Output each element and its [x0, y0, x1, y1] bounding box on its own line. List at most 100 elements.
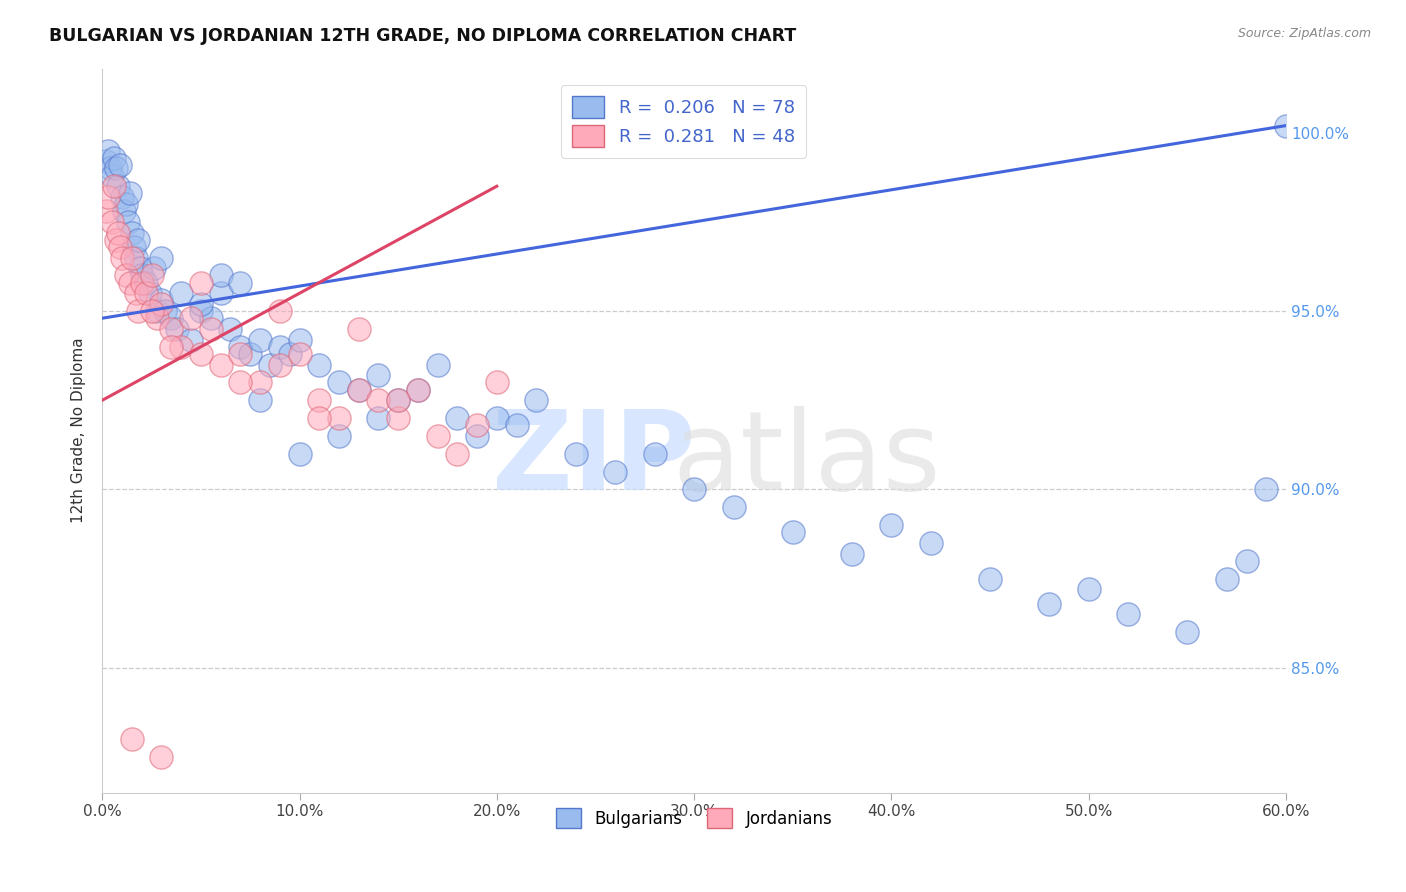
Point — [97, 190, 120, 204]
Point — [1236, 554, 1258, 568]
Point — [683, 483, 706, 497]
Point — [101, 169, 124, 183]
Point — [115, 197, 138, 211]
Point — [150, 750, 173, 764]
Point — [170, 340, 193, 354]
Point — [387, 411, 409, 425]
Point — [249, 393, 271, 408]
Point — [308, 411, 330, 425]
Point — [387, 393, 409, 408]
Point — [485, 411, 508, 425]
Text: Source: ZipAtlas.com: Source: ZipAtlas.com — [1237, 27, 1371, 40]
Point — [1256, 483, 1278, 497]
Point — [135, 276, 157, 290]
Point — [118, 186, 141, 201]
Point — [101, 215, 124, 229]
Point — [239, 347, 262, 361]
Point — [505, 418, 527, 433]
Point — [160, 340, 183, 354]
Point — [115, 268, 138, 283]
Point — [367, 411, 389, 425]
Point — [209, 358, 232, 372]
Point — [141, 304, 163, 318]
Point — [150, 297, 173, 311]
Point — [367, 368, 389, 383]
Point — [387, 393, 409, 408]
Point — [142, 261, 165, 276]
Point — [111, 251, 134, 265]
Y-axis label: 12th Grade, No Diploma: 12th Grade, No Diploma — [72, 338, 86, 524]
Point — [367, 393, 389, 408]
Point — [644, 447, 666, 461]
Point — [269, 358, 291, 372]
Point — [782, 525, 804, 540]
Point — [121, 732, 143, 747]
Point — [122, 240, 145, 254]
Point — [128, 261, 150, 276]
Point — [209, 286, 232, 301]
Point — [200, 311, 222, 326]
Point — [426, 429, 449, 443]
Point — [190, 297, 212, 311]
Point — [347, 322, 370, 336]
Point — [96, 204, 118, 219]
Point — [118, 276, 141, 290]
Point — [465, 418, 488, 433]
Point — [278, 347, 301, 361]
Point — [249, 333, 271, 347]
Point — [121, 226, 143, 240]
Point — [288, 333, 311, 347]
Point — [288, 347, 311, 361]
Point — [347, 383, 370, 397]
Point — [269, 340, 291, 354]
Point — [103, 179, 125, 194]
Point — [103, 151, 125, 165]
Point — [446, 447, 468, 461]
Point — [200, 322, 222, 336]
Point — [97, 144, 120, 158]
Point — [141, 268, 163, 283]
Point — [920, 536, 942, 550]
Point — [465, 429, 488, 443]
Point — [347, 383, 370, 397]
Point — [125, 251, 148, 265]
Text: BULGARIAN VS JORDANIAN 12TH GRADE, NO DIPLOMA CORRELATION CHART: BULGARIAN VS JORDANIAN 12TH GRADE, NO DI… — [49, 27, 796, 45]
Point — [209, 268, 232, 283]
Point — [125, 286, 148, 301]
Point — [308, 358, 330, 372]
Point — [249, 376, 271, 390]
Point — [269, 304, 291, 318]
Point — [328, 429, 350, 443]
Point — [229, 376, 252, 390]
Point — [219, 322, 242, 336]
Point — [229, 340, 252, 354]
Point — [107, 226, 129, 240]
Point — [328, 376, 350, 390]
Point — [170, 286, 193, 301]
Point — [406, 383, 429, 397]
Point — [605, 465, 627, 479]
Point — [111, 190, 134, 204]
Point — [117, 215, 139, 229]
Point — [841, 547, 863, 561]
Text: ZIP: ZIP — [492, 406, 695, 513]
Point — [160, 311, 183, 326]
Point — [150, 293, 173, 308]
Point — [288, 447, 311, 461]
Point — [1275, 119, 1298, 133]
Point — [180, 333, 202, 347]
Point — [723, 500, 745, 515]
Point — [166, 322, 188, 336]
Point — [1077, 582, 1099, 597]
Point — [426, 358, 449, 372]
Point — [190, 347, 212, 361]
Text: atlas: atlas — [672, 406, 941, 513]
Point — [108, 240, 131, 254]
Point — [98, 161, 121, 176]
Point — [229, 347, 252, 361]
Point — [1175, 625, 1198, 640]
Point — [328, 411, 350, 425]
Point — [564, 447, 586, 461]
Point — [146, 304, 169, 318]
Point — [190, 304, 212, 318]
